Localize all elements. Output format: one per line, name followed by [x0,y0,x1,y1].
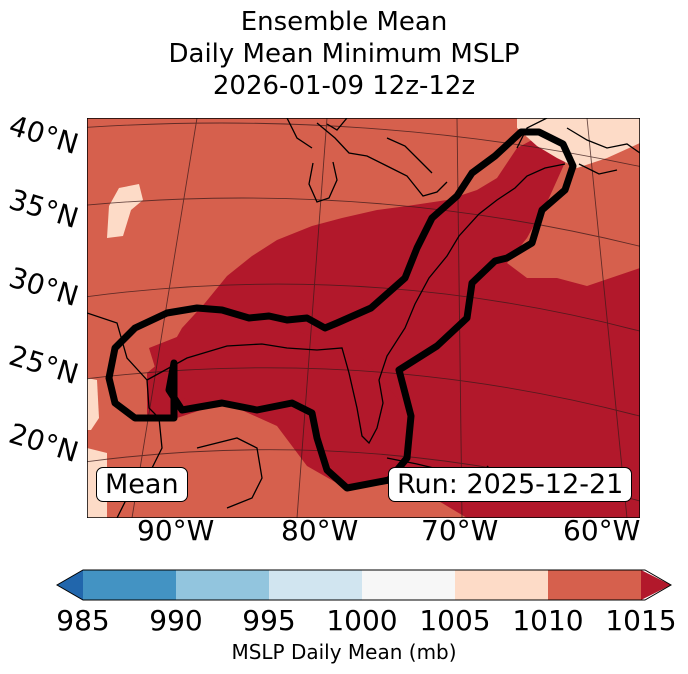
run-label-box: Run: 2025-12-21 [388,467,633,502]
title-line-1: Ensemble Mean [240,7,448,37]
colorbar-tick-1010: 1010 [512,604,584,637]
pressure-fill-1005-1010-north [517,118,640,168]
lon-label-90w: 90°W [137,514,215,547]
colorbar-outline [55,569,673,601]
lon-label-60w: 60°W [563,514,641,547]
pressure-fill-above-1015 [147,128,640,518]
title-line-3: 2026-01-09 12z-12z [212,71,476,101]
lon-label-70w: 70°W [421,514,499,547]
lon-label-80w: 80°W [281,514,359,547]
graticule [87,118,640,518]
colorbar-extend-high [641,570,671,600]
mean-label-box: Mean [96,467,188,502]
colorbar [55,569,673,601]
pressure-fill-1005-1010-west [107,184,143,238]
lat-label-30: 30°N [5,260,83,313]
colorbar-segment [176,570,270,600]
colorbar-label: MSLP Daily Mean (mb) [231,640,457,664]
lat-label-25: 25°N [5,338,83,391]
colorbar-tick-990: 990 [149,604,203,637]
colorbar-segment [455,570,549,600]
colorbar-extend-low [57,570,83,600]
colorbar-tick-985: 985 [56,604,110,637]
colorbar-tick-995: 995 [242,604,296,637]
colorbar-segment [548,570,642,600]
lat-label-20: 20°N [5,416,83,469]
colorbar-tick-1015: 1015 [605,604,677,637]
lat-label-40: 40°N [5,108,83,161]
colorbar-tick-1000: 1000 [326,604,398,637]
title-line-2: Daily Mean Minimum MSLP [168,39,520,69]
pressure-fill-1005-1010-sw [87,378,99,430]
colorbar-segment [269,570,363,600]
colorbar-segment [362,570,456,600]
map-panel [87,118,640,518]
colorbar-tick-1005: 1005 [419,604,491,637]
colorbar-segment [83,570,177,600]
lat-label-35: 35°N [5,182,83,235]
mslp-contour [105,128,577,492]
